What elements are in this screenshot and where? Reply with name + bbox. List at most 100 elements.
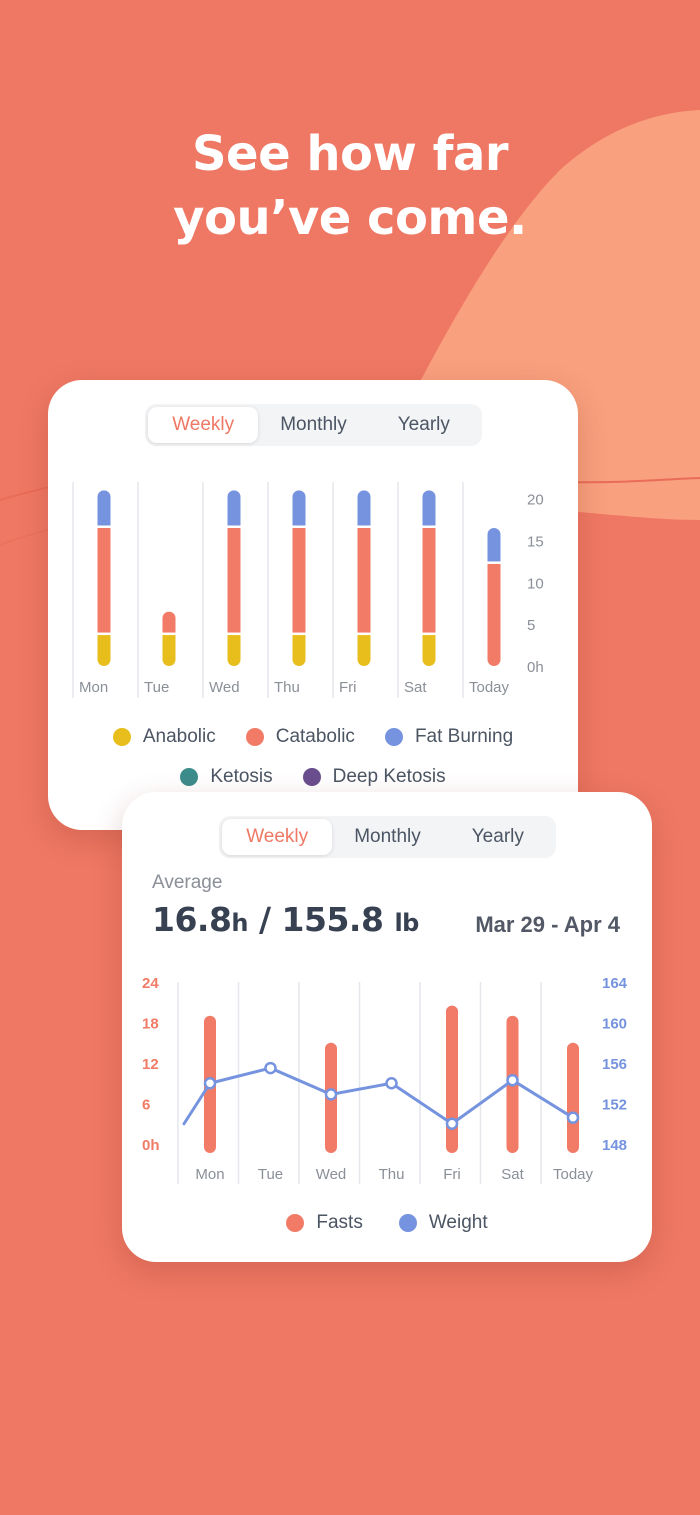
x-tick-label: Fri [443,1166,461,1183]
legend-deep-ketosis-label: Deep Ketosis [332,766,446,787]
stacked-bar [162,611,176,666]
summary-tab-monthly[interactable]: Monthly [354,826,421,847]
left-y-tick-label: 12 [142,1056,159,1073]
fast-bar [567,1042,579,1153]
legend-weight-swatch [398,1214,417,1232]
legend-anabolic-swatch [112,728,131,746]
period-segmented-control: Weekly Monthly Yearly [145,404,482,446]
x-tick-label: Wed [209,679,240,696]
weight-point [264,1061,277,1075]
legend-fasts-label: Fasts [316,1212,363,1233]
x-tick-label: Tue [258,1166,283,1183]
stages-legend-row-1: Anabolic Catabolic Fat Burning [48,726,578,748]
fasts-weight-card: Weekly Monthly Yearly Average 16.8h / 15… [122,792,652,1262]
weight-point [385,1077,398,1090]
summary-tab-yearly[interactable]: Yearly [471,826,524,847]
tab-yearly[interactable]: Yearly [397,414,450,435]
weight-point [203,1077,217,1090]
x-tick-label: Tue [144,679,169,696]
weight-point [445,1117,459,1130]
legend-anabolic-label: Anabolic [142,726,216,747]
legend-weight-label: Weight [428,1212,488,1233]
legend-ketosis-label: Ketosis [210,766,273,787]
legend-catabolic: Catabolic [245,726,355,748]
fasting-stages-card: Weekly Monthly Yearly 20 15 10 5 0h Mon Tue Wed… [48,380,578,830]
legend-fasts: Fasts [286,1212,363,1234]
bar-segment-catabolic [97,527,111,633]
right-y-tick-label: 160 [602,1016,627,1033]
bar-segment-anabolic [97,635,111,666]
left-y-tick-label: 18 [142,1016,159,1033]
bar-segment-fat-burning [292,490,306,526]
weight-point [324,1088,338,1101]
x-tick-label: Today [469,679,510,696]
bar-segment-fat-burning [487,528,501,562]
x-tick-label: Mon [195,1166,224,1183]
y-tick-label: 15 [527,534,544,551]
legend-ketosis-swatch [180,768,199,786]
bar-segment-anabolic [357,635,371,666]
date-range: Mar 29 - Apr 4 [475,912,620,937]
summary-legend: Fasts Weight [122,1212,652,1234]
stacked-bar [97,490,111,666]
stacked-bar [357,490,371,666]
weight-unit: lb [394,909,419,937]
fasts-weight-chart: 24 18 12 6 0h 164 160 156 152 148 Mon Tue Wed Thu Fri S… [142,975,628,1184]
legend-catabolic-swatch [245,728,264,746]
bar-segment-catabolic [357,527,371,633]
stacked-bar [487,528,501,666]
bar-segment-catabolic [292,527,306,633]
legend-catabolic-label: Catabolic [275,726,355,747]
x-tick-label: Thu [274,679,300,696]
y-tick-label: 10 [527,575,544,592]
right-y-tick-label: 164 [602,975,628,992]
bar-segment-fat-burning [227,490,241,526]
bar-segment-fat-burning [422,490,436,526]
value-separator: / [248,900,282,939]
y-tick-label: 5 [527,617,535,634]
fast-bar [446,1005,458,1153]
bar-segment-catabolic [227,527,241,633]
weight-point [566,1111,580,1124]
summary-period-segmented-control: Weekly Monthly Yearly [219,816,556,858]
tab-monthly[interactable]: Monthly [280,414,347,435]
bar-segment-catabolic [422,527,436,633]
bar-segment-anabolic [292,635,306,666]
x-tick-label: Thu [379,1166,405,1183]
stacked-bar [422,490,436,666]
right-y-tick-label: 156 [602,1056,627,1073]
x-tick-label: Fri [339,679,357,696]
stacked-bar [227,490,241,666]
headline-line-1: See how far [191,126,509,182]
bar-segment-catabolic [162,611,176,633]
right-y-tick-label: 152 [602,1097,627,1114]
hours-unit: h [231,909,249,937]
average-hours: 16.8 [152,900,232,939]
fasting-stages-chart: 20 15 10 5 0h Mon Tue Wed Thu Fri Sat Today [72,482,544,698]
bar-segment-anabolic [227,635,241,666]
stacked-bar [292,490,306,666]
summary-tab-weekly[interactable]: Weekly [222,819,333,855]
legend-ketosis: Ketosis [180,766,273,788]
left-y-tick-label: 0h [142,1137,160,1154]
headline-line-2: you’ve come. [173,190,527,246]
legend-deep-ketosis: Deep Ketosis [302,766,446,788]
y-tick-label: 20 [527,492,544,509]
x-tick-label: Today [553,1166,594,1183]
left-y-tick-label: 6 [142,1097,150,1114]
x-tick-label: Wed [316,1166,347,1183]
legend-fat-burning-label: Fat Burning [414,726,514,747]
x-tick-label: Sat [501,1166,524,1183]
left-y-tick-label: 24 [142,975,159,992]
legend-weight: Weight [398,1212,488,1234]
right-y-tick-label: 148 [602,1137,627,1154]
tab-weekly[interactable]: Weekly [148,407,259,443]
bar-segment-anabolic [422,635,436,666]
average-weight: 155.8 [281,900,384,939]
legend-fasts-swatch [286,1214,305,1232]
bar-segment-fat-burning [357,490,371,526]
bar-segment-fat-burning [97,490,111,526]
x-tick-label: Sat [404,679,427,696]
headline: See how far you’ve come. [0,122,700,250]
bar-segment-catabolic [487,563,501,666]
